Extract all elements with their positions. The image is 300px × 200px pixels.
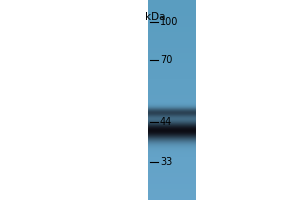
Text: 44: 44 xyxy=(160,117,172,127)
Text: 100: 100 xyxy=(160,17,178,27)
Text: 70: 70 xyxy=(160,55,172,65)
Text: kDa: kDa xyxy=(145,12,165,22)
Text: 33: 33 xyxy=(160,157,172,167)
